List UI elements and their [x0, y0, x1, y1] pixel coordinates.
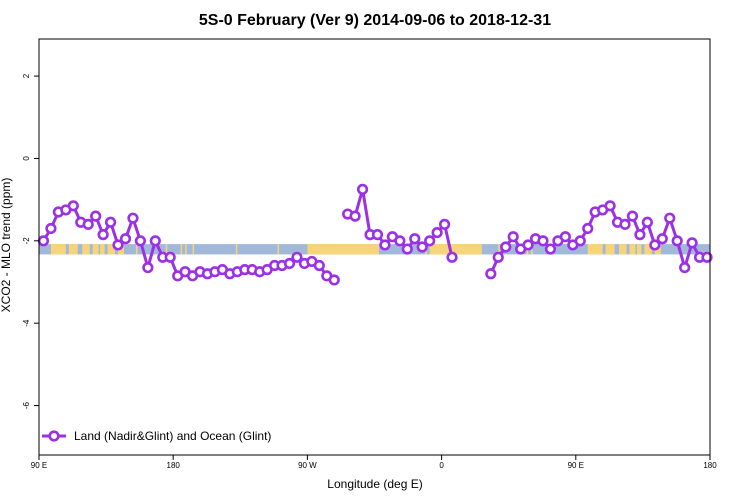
- land-band-segment: [277, 244, 280, 255]
- data-point: [313, 259, 325, 272]
- plot-frame: [38, 38, 711, 456]
- legend-entry-label: Land (Nadir&Glint) and Ocean (Glint): [74, 429, 271, 443]
- data-point: [424, 235, 436, 247]
- data-point: [394, 235, 406, 247]
- data-point: [37, 235, 50, 247]
- y-axis-label: XCO2 - MLO trend (ppm): [0, 178, 13, 313]
- data-point: [649, 239, 661, 251]
- land-band-segment: [629, 244, 636, 255]
- land-band-segment: [185, 244, 187, 255]
- x-tick-label: 180: [167, 461, 181, 470]
- data-point: [371, 229, 384, 241]
- legend-marker-swatch: [48, 430, 60, 442]
- data-point: [582, 222, 594, 235]
- y-tick-label: 0: [22, 156, 31, 161]
- data-point: [291, 251, 303, 263]
- x-tick-label: 90 W: [298, 461, 317, 470]
- data-point: [328, 274, 340, 286]
- data-point: [112, 239, 124, 251]
- data-point: [544, 243, 557, 255]
- data-point: [127, 212, 139, 224]
- land-band-segment: [307, 244, 379, 255]
- y-tick-label: 2: [22, 73, 31, 78]
- data-point: [485, 268, 497, 280]
- x-tick-label: 90 E: [568, 461, 584, 470]
- data-point: [356, 183, 369, 195]
- data-point: [438, 218, 451, 230]
- data-point: [142, 261, 154, 274]
- land-band-segment: [644, 244, 652, 255]
- data-point: [149, 235, 161, 247]
- land-band-segment: [100, 244, 105, 255]
- y-tick-label: -4: [22, 319, 31, 327]
- land-band-segment: [636, 244, 642, 255]
- data-point: [67, 200, 79, 212]
- x-tick-label: 0: [439, 461, 444, 470]
- land-band-segment: [429, 244, 482, 255]
- land-band-segment: [68, 244, 78, 255]
- data-point: [446, 251, 458, 263]
- data-point: [431, 226, 443, 239]
- data-point: [500, 241, 512, 253]
- x-tick-label: 180: [703, 461, 717, 470]
- data-point: [134, 235, 146, 247]
- land-band-segment: [192, 244, 195, 255]
- legend: Land (Nadir&Glint) and Ocean (Glint): [42, 429, 271, 443]
- data-point: [104, 216, 117, 228]
- data-point: [409, 233, 421, 245]
- series-points: [37, 183, 713, 286]
- land-band-segment: [107, 244, 116, 255]
- data-point: [604, 200, 616, 212]
- land-band-segment: [50, 244, 66, 255]
- data-point: [634, 229, 646, 241]
- land-band-segment: [165, 244, 168, 255]
- data-point: [522, 239, 534, 251]
- land-band-segment: [92, 244, 99, 255]
- data-point: [656, 233, 668, 245]
- data-point: [401, 243, 413, 255]
- chart-title: 5S-0 February (Ver 9) 2014-09-06 to 2018…: [199, 12, 551, 29]
- axes: 90 E 180 90 W 0 90 E 180 2 0 -2 -4 -6: [22, 38, 717, 470]
- data-point: [686, 237, 698, 249]
- data-point: [641, 216, 653, 228]
- data-point: [164, 251, 176, 263]
- data-point: [559, 231, 571, 243]
- data-point: [671, 235, 683, 247]
- land-band-segment: [135, 244, 138, 255]
- data-point: [119, 233, 132, 245]
- data-point: [626, 210, 639, 222]
- y-tick-label: -2: [22, 237, 31, 245]
- data-point: [82, 218, 94, 230]
- data-point: [537, 235, 549, 247]
- land-band-segment: [235, 244, 238, 255]
- data-point: [664, 212, 676, 224]
- data-point: [45, 222, 57, 235]
- land-band-segment: [619, 244, 627, 255]
- data-point: [379, 239, 391, 251]
- data-point: [507, 231, 519, 243]
- data-point: [492, 251, 504, 263]
- data-point: [701, 251, 713, 263]
- data-point: [90, 210, 102, 222]
- x-axis-label: Longitude (deg E): [327, 477, 422, 491]
- land-band-segment: [531, 244, 533, 255]
- y-tick-label: -6: [22, 401, 31, 409]
- data-point: [574, 235, 586, 247]
- land-band-segment: [587, 244, 603, 255]
- data-point: [349, 210, 361, 222]
- data-point: [679, 261, 691, 274]
- x-tick-label: 90 E: [31, 461, 47, 470]
- data-point: [283, 257, 296, 270]
- land-band-segment: [82, 244, 90, 255]
- land-band-segment: [605, 244, 615, 255]
- data-point: [619, 218, 631, 230]
- land-band-segment: [180, 244, 183, 255]
- land-band-segment: [498, 244, 500, 255]
- data-point: [97, 229, 109, 241]
- data-point: [416, 241, 428, 253]
